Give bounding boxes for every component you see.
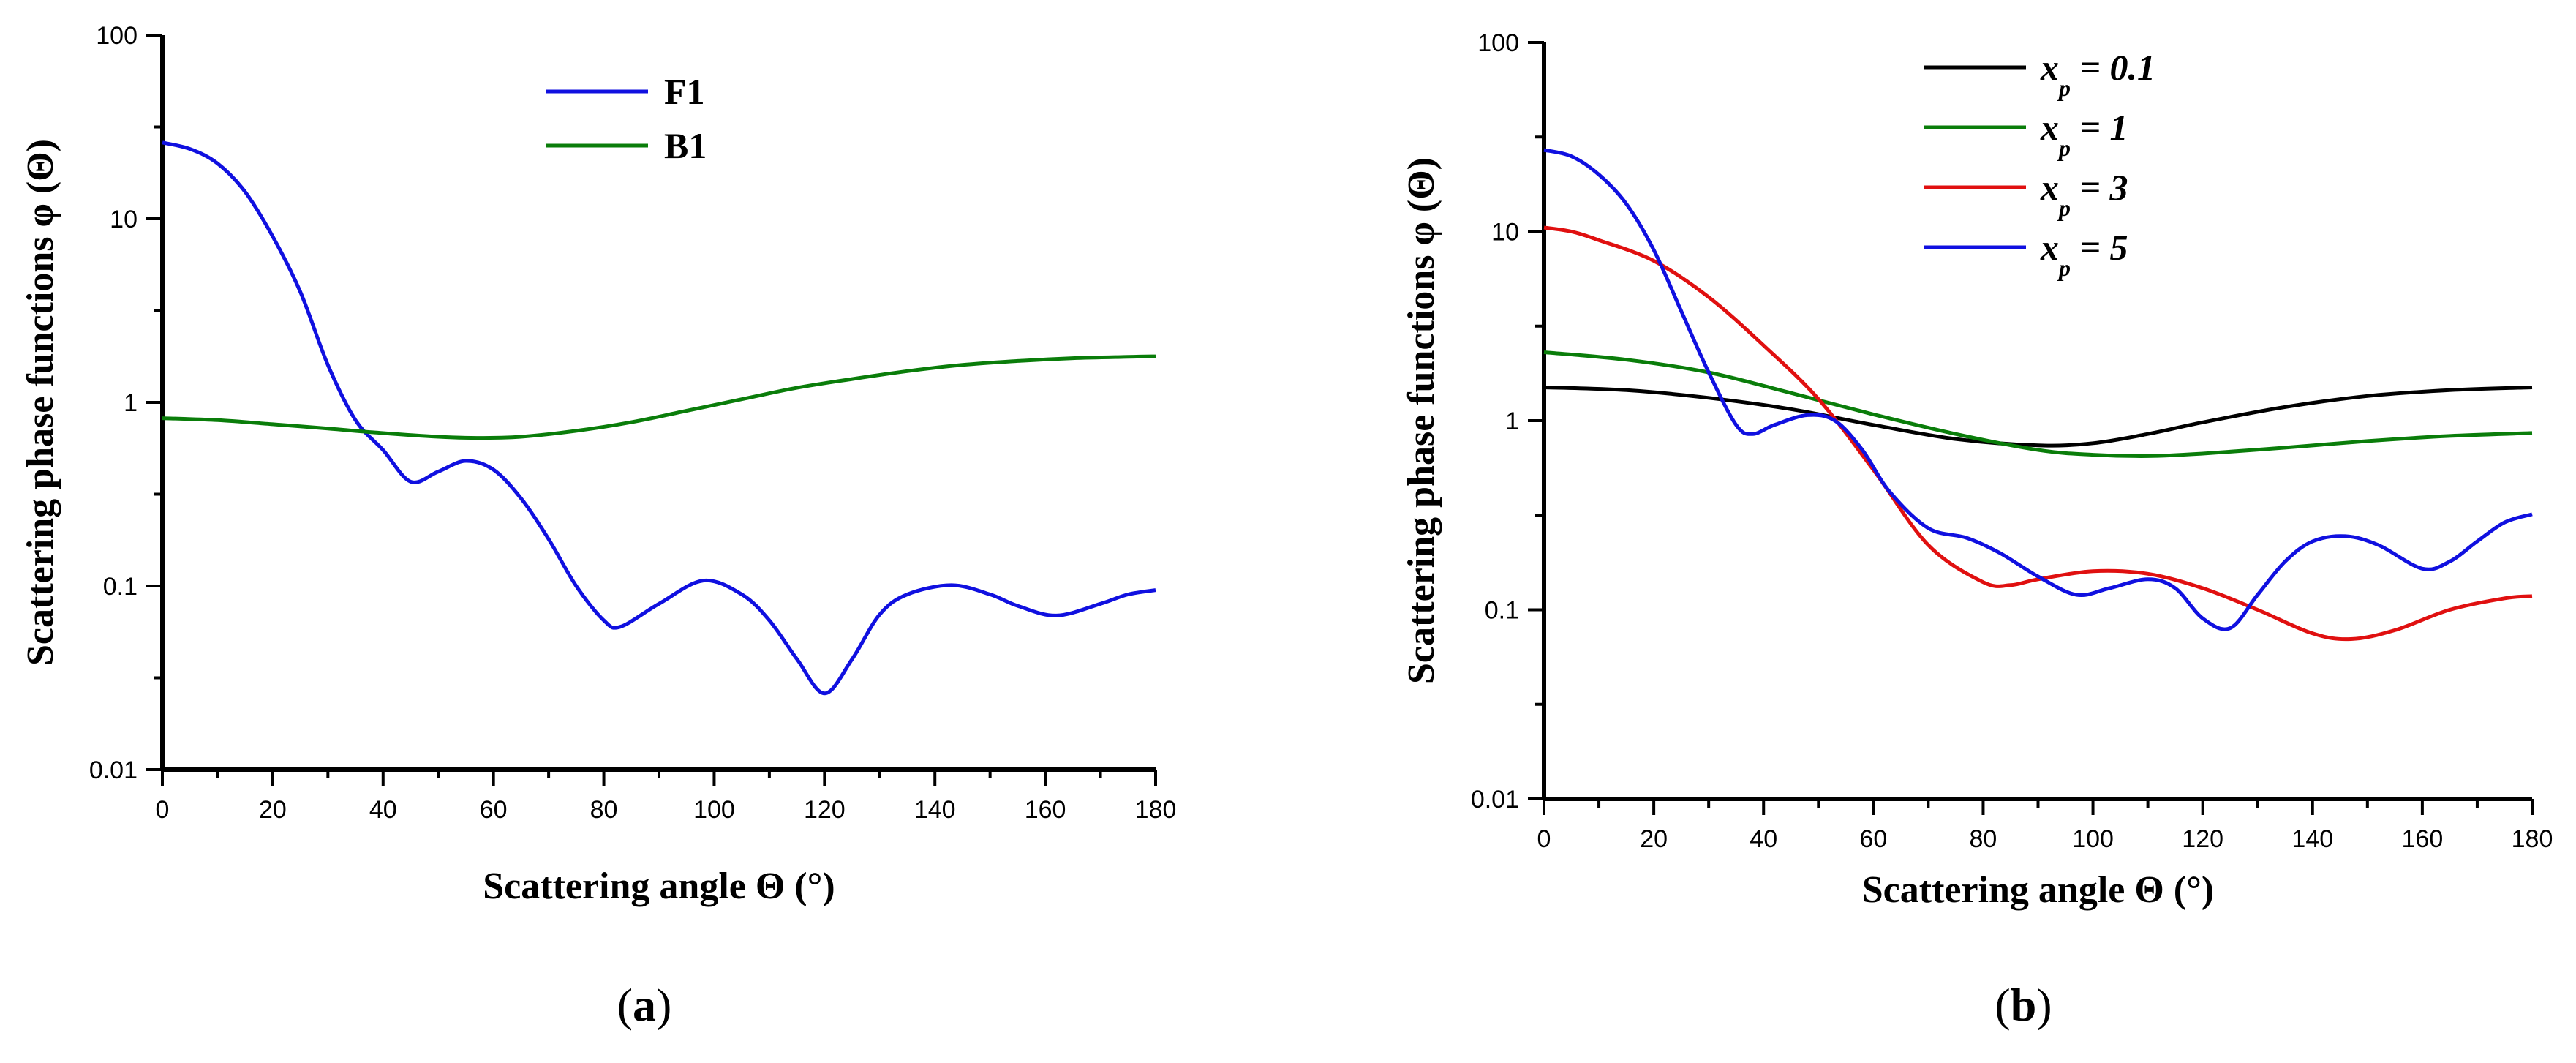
series-line-xp-1: [1543, 350, 2533, 458]
x-tick-label: 140: [914, 796, 956, 824]
y-tick-label: 100: [96, 22, 138, 50]
x-tick-label: 0: [156, 796, 170, 824]
series-line-xp-0.1: [1543, 386, 2533, 448]
legend-label: F1: [664, 71, 705, 112]
legend-label: xp = 0.1: [2040, 47, 2155, 101]
y-tick-label: 10: [110, 206, 138, 233]
x-tick-label: 80: [1970, 825, 1997, 853]
legend-label: xp = 3: [2040, 167, 2128, 221]
x-tick-label: 180: [2512, 825, 2553, 853]
x-tick-label: 160: [2402, 825, 2444, 853]
series-line-b1: [162, 354, 1156, 440]
x-tick-label: 180: [1135, 796, 1177, 824]
y-tick-label: 0.1: [103, 573, 138, 601]
x-tick-label: 140: [2291, 825, 2333, 853]
y-tick-label: 0.1: [1485, 597, 1519, 625]
x-axis-title: Scattering angle Θ (°): [483, 865, 835, 907]
legend-label: xp = 1: [2040, 107, 2128, 161]
y-axis-title: Scattering phase functions φ (Θ): [1401, 157, 1442, 684]
y-tick-label: 100: [1477, 29, 1519, 57]
x-tick-label: 60: [480, 796, 508, 824]
x-tick-label: 20: [1640, 825, 1668, 853]
y-tick-label: 0.01: [1471, 786, 1519, 814]
x-tick-label: 20: [259, 796, 287, 824]
panel-b-chart: 0 20 40 60 80 100 120 140 160 180 0.01 0.1 1 10 100 xp …: [1401, 29, 2553, 1031]
series-line-f1: [162, 140, 1156, 696]
panel-label: (b): [1995, 979, 2052, 1031]
x-tick-label: 40: [1750, 825, 1777, 853]
legend-label: xp = 5: [2040, 227, 2128, 281]
x-tick-label: 0: [1537, 825, 1551, 853]
y-tick-label: 10: [1491, 219, 1519, 247]
y-tick-label: 0.01: [89, 756, 138, 784]
x-tick-label: 160: [1025, 796, 1066, 824]
legend-label: B1: [664, 125, 707, 166]
y-tick-label: 1: [1505, 407, 1519, 435]
x-tick-label: 60: [1859, 825, 1887, 853]
x-tick-label: 40: [369, 796, 397, 824]
x-tick-label: 100: [2072, 825, 2114, 853]
y-axis-title: Scattering phase functions φ (Θ): [20, 139, 61, 666]
x-tick-label: 80: [590, 796, 618, 824]
x-tick-label: 120: [804, 796, 846, 824]
y-tick-label: 1: [124, 389, 138, 417]
x-tick-label: 100: [693, 796, 735, 824]
series-line-xp-5: [1543, 148, 2533, 631]
panel-label: (a): [617, 979, 672, 1031]
x-axis-title: Scattering angle Θ (°): [1862, 869, 2214, 911]
panel-a-chart: 0 20 40 60 80 100 120 140 160 180 0.01 0.1 1 10 100 F1 B…: [20, 22, 1176, 1031]
x-tick-label: 120: [2182, 825, 2223, 853]
series-line-xp-3: [1543, 225, 2533, 642]
